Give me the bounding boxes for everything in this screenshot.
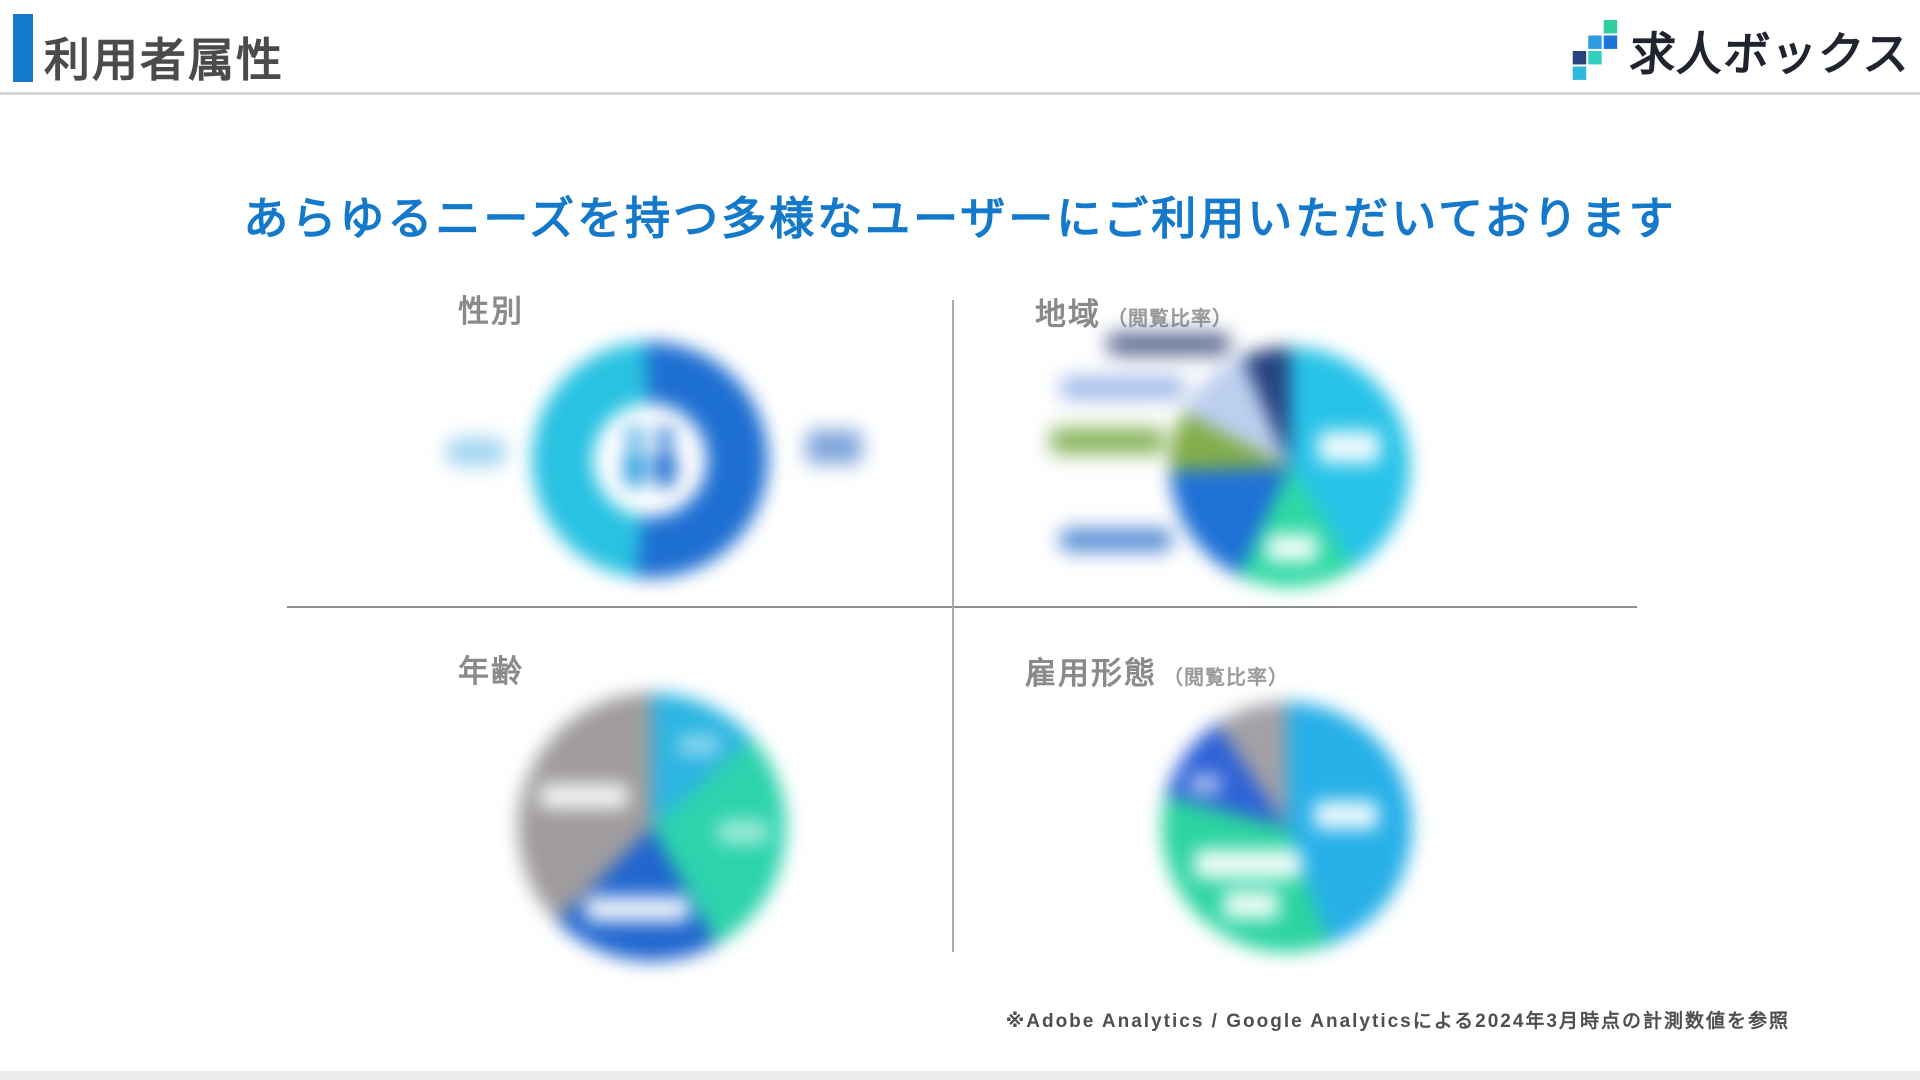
blurred-value-badge [1318,431,1380,463]
blurred-value-badge [1189,774,1221,794]
age-pie-chart [500,680,800,980]
blurred-value-badge [1223,891,1279,919]
bottom-strip [0,1071,1920,1080]
logo-text: 求人ボックス [1627,28,1913,80]
blurred-value-badge [678,734,720,756]
header-accent-bar [13,14,33,82]
employment-chart-title: 雇用形態 [1025,656,1157,691]
blurred-value-badge [1194,849,1302,879]
blurred-value-badge [718,820,768,844]
blurred-value-badge [585,896,689,922]
footer-source-note: ※Adobe Analytics / Google Analyticsによる20… [1005,1011,1790,1032]
employment-chart-title-row: 雇用形態 （閲覧比率） [1025,648,1289,693]
blurred-value-badge [540,784,628,808]
blurred-value-badge [1266,534,1318,562]
vertical-divider [952,300,954,952]
blurred-label [1107,333,1230,355]
blurred-label [447,438,505,466]
blurred-label [1060,377,1185,399]
employment-chart-subtitle: （閲覧比率） [1163,667,1289,689]
kyujinbox-logo: 求人ボックス [1572,18,1913,84]
gender-chart-title: 性別 [458,294,524,329]
header-divider [0,92,1920,95]
age-chart-title: 年齢 [458,654,524,689]
region-chart-title: 地域 [1035,297,1101,332]
blurred-label [1060,529,1172,551]
slide-headline: あらゆるニーズを持つ多様なユーザーにご利用いただいております [243,193,1677,244]
blurred-label [1050,428,1165,454]
page-title: 利用者属性 [44,34,284,86]
horizontal-divider [287,606,1637,608]
employment-pie-chart [1140,690,1440,980]
blurred-value-badge [1314,801,1378,829]
region-chart-title-row: 地域 （閲覧比率） [1035,289,1233,334]
region-chart-subtitle: （閲覧比率） [1107,308,1233,330]
gender-donut-hole [593,403,707,517]
two-person-pictogram-icon [624,427,676,488]
stair-squares-icon [1572,20,1618,80]
blurred-label [806,430,862,464]
gender-donut-chart [430,330,880,590]
region-pie-chart [1040,325,1470,605]
